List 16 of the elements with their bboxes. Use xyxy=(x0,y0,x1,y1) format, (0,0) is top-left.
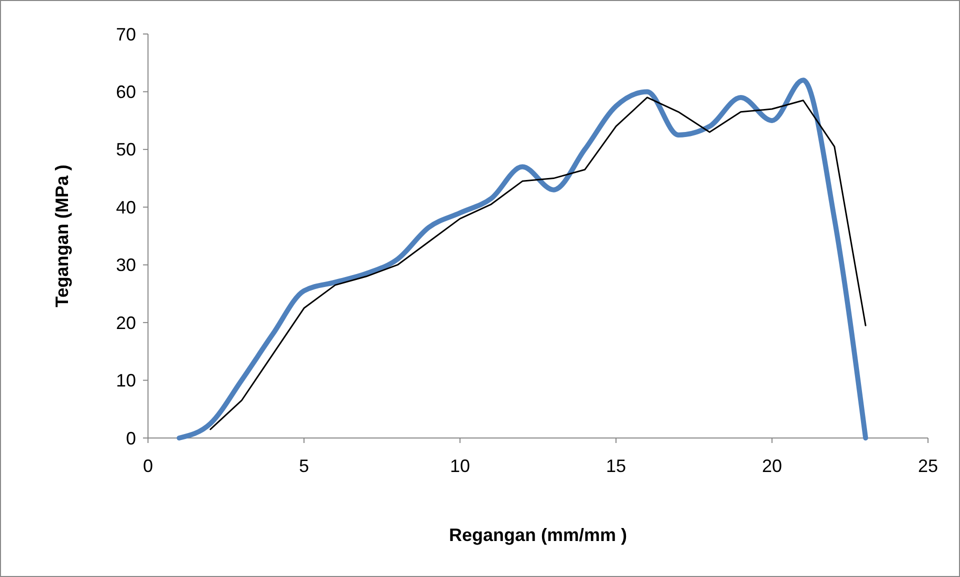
y-axis-title: Tegangan (MPa ) xyxy=(52,164,72,308)
y-tick-label: 30 xyxy=(116,255,136,276)
x-tick-label: 10 xyxy=(450,456,470,476)
x-axis-title: Regangan (mm/mm ) xyxy=(448,525,628,545)
y-tick-label: 50 xyxy=(116,140,136,160)
y-tick-label: 40 xyxy=(116,197,136,218)
y-tick-label: 20 xyxy=(116,312,136,333)
x-tick-label: 5 xyxy=(298,456,310,476)
y-tick-label: 10 xyxy=(116,370,136,391)
y-tick-label: 60 xyxy=(116,82,136,102)
x-tick-label: 0 xyxy=(142,456,154,476)
y-tick-label: 0 xyxy=(126,428,136,448)
x-tick-label: 20 xyxy=(762,456,782,476)
x-tick-label: 15 xyxy=(606,456,626,476)
x-tick-label: 25 xyxy=(918,456,938,476)
y-tick-label: 70 xyxy=(116,24,136,44)
